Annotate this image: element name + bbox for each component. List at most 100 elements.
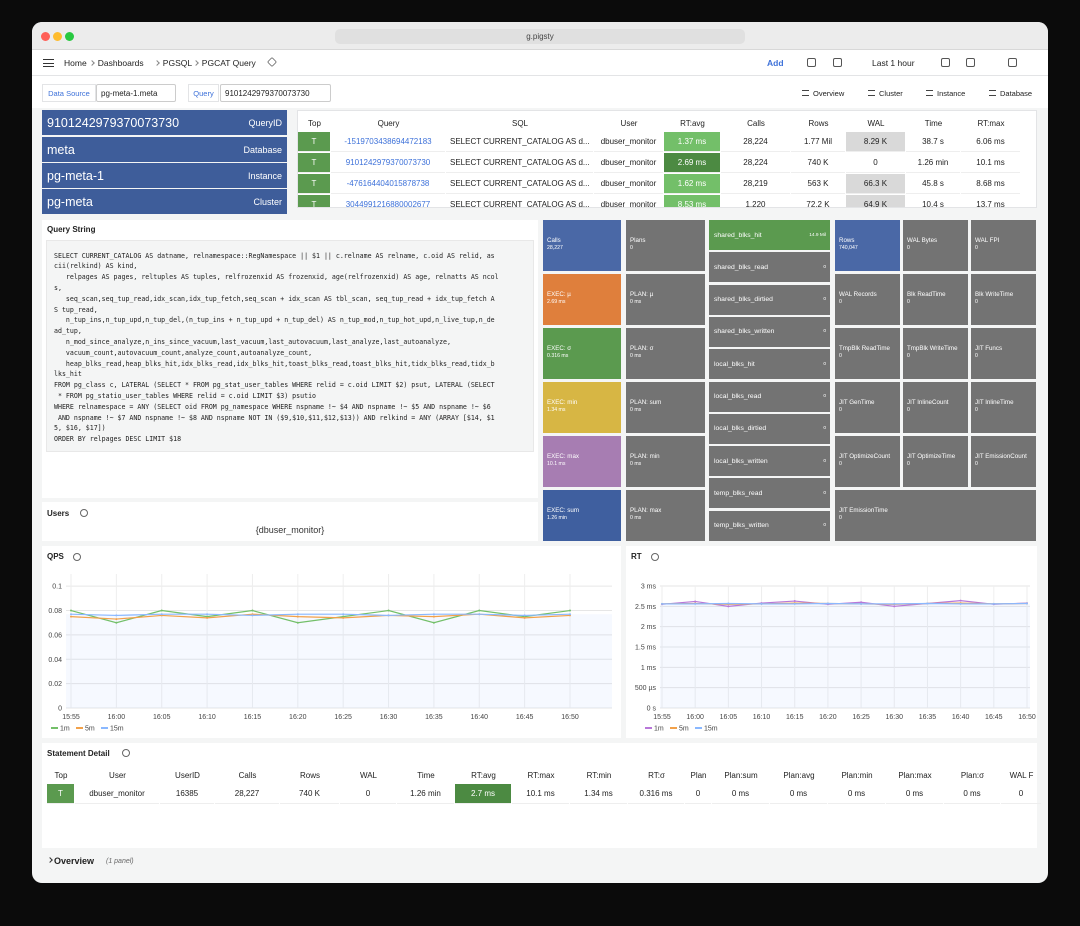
tile-label: JIT EmissionCount xyxy=(975,453,1027,461)
variable-select[interactable]: 9101242979370073730 xyxy=(220,84,331,102)
variable-select[interactable]: pg-meta-1.meta xyxy=(96,84,176,102)
table-cell: 1.77 Mil xyxy=(791,132,845,152)
table-cell: 28,227 xyxy=(215,784,279,804)
stat-label: Database xyxy=(243,144,282,155)
table-cell[interactable]: 3044991216880002677 xyxy=(331,195,445,207)
info-icon[interactable] xyxy=(651,553,659,561)
info-icon[interactable] xyxy=(122,749,130,757)
table-cell: 8.53 ms xyxy=(664,195,720,207)
table-header[interactable]: RT:avg xyxy=(471,770,496,780)
zoom-out-icon[interactable] xyxy=(941,58,950,67)
table-header[interactable]: User xyxy=(620,118,638,128)
tile-label: EXEC: min xyxy=(547,399,578,407)
table-cell[interactable]: -1519703438694472183 xyxy=(331,132,445,152)
table-header[interactable]: WAL xyxy=(359,770,378,780)
tile-label: shared_blks_dirtied xyxy=(714,296,773,304)
row-title[interactable]: Overview xyxy=(54,856,95,866)
tv-mode-icon[interactable] xyxy=(1008,58,1017,67)
breadcrumb-item[interactable]: PGCAT Query xyxy=(201,58,256,68)
dashboard-link[interactable]: Cluster xyxy=(879,88,903,98)
metric-tile: EXEC: σ 0.316 ms xyxy=(543,328,621,379)
tile-label: TmpBlk WriteTime xyxy=(907,345,958,353)
dashboard-link[interactable]: Instance xyxy=(937,88,966,98)
table-cell: 38.7 s xyxy=(906,132,960,152)
tile-label: Blk ReadTime xyxy=(907,291,946,299)
link-icon xyxy=(868,90,875,96)
table-header[interactable]: Plan:σ xyxy=(960,770,985,780)
tile-value: 0 xyxy=(630,245,633,252)
table-cell: dbuser_monitor xyxy=(594,132,663,152)
code-line: SELECT CURRENT_CATALOG AS datname, relna… xyxy=(54,251,495,260)
breadcrumb-item[interactable]: Home xyxy=(64,58,87,68)
tile-label: JIT InlineCount xyxy=(907,399,949,407)
table-header[interactable]: RT:max xyxy=(527,770,555,780)
info-icon[interactable] xyxy=(73,553,81,561)
dashboard-link[interactable]: Overview xyxy=(813,88,845,98)
table-cell[interactable]: -476164404015878738 xyxy=(331,174,445,194)
table-header[interactable]: Calls xyxy=(238,770,257,780)
table-header[interactable]: Rows xyxy=(299,770,320,780)
table-cell: 66.3 K xyxy=(846,174,905,194)
table-cell: SELECT CURRENT_CATALOG AS d... xyxy=(446,153,593,173)
table-header[interactable]: Plan:sum xyxy=(724,770,758,780)
breadcrumb-item[interactable]: PGSQL xyxy=(162,58,193,68)
table-cell: 0 ms xyxy=(944,784,1000,804)
table-header[interactable]: WAL xyxy=(867,118,885,128)
table-header[interactable]: WAL F xyxy=(1009,770,1034,780)
info-icon[interactable] xyxy=(80,509,88,517)
metric-tile: temp_blks_read 0 xyxy=(709,478,830,509)
table-cell: 0 xyxy=(846,153,905,173)
table-cell: 0 ms xyxy=(886,784,943,804)
refresh-icon[interactable] xyxy=(966,58,975,67)
table-header[interactable]: RT:σ xyxy=(648,770,665,780)
menu-icon[interactable] xyxy=(43,59,54,67)
code-line: ad_tup, xyxy=(54,327,82,336)
table-header[interactable]: User xyxy=(109,770,126,780)
breadcrumb-item[interactable]: Dashboards xyxy=(97,58,144,68)
table-cell[interactable]: 9101242979370073730 xyxy=(331,153,445,173)
tile-label: Plans xyxy=(630,237,646,245)
table-header[interactable]: Top xyxy=(54,770,68,780)
table-header[interactable]: Time xyxy=(924,118,943,128)
tile-value: 0 xyxy=(907,407,910,414)
minimize-button[interactable] xyxy=(53,32,62,41)
table-header[interactable]: Top xyxy=(308,118,321,128)
table-header[interactable]: Plan:min xyxy=(841,770,873,780)
metric-tile: JIT OptimizeTime 0 xyxy=(903,436,968,487)
metric-tile: local_blks_read 0 xyxy=(709,381,830,412)
url-bar[interactable]: g.pigsty xyxy=(335,29,745,44)
row-note: (1 panel) xyxy=(106,857,134,865)
zoom-button[interactable] xyxy=(65,32,74,41)
add-button[interactable]: Add xyxy=(767,58,784,68)
table-header[interactable]: RT:max xyxy=(977,118,1005,128)
table-header[interactable]: SQL xyxy=(511,118,528,128)
table-cell: 0 xyxy=(1001,784,1041,804)
menu-icon-mid xyxy=(43,62,54,64)
time-picker[interactable]: Last 1 hour xyxy=(872,58,915,68)
table-cell: 8.68 ms xyxy=(961,174,1020,194)
table-cell: 45.8 s xyxy=(906,174,960,194)
table-cell: 28,224 xyxy=(721,153,790,173)
chart-panel: QPS xyxy=(42,546,621,738)
panel-title: RT xyxy=(631,551,642,561)
table-header[interactable]: Plan:max xyxy=(898,770,932,780)
table-header[interactable]: Time xyxy=(417,770,435,780)
table-header[interactable]: Query xyxy=(377,118,400,128)
code-line: 5, $16, $17]) xyxy=(54,424,106,433)
table-header[interactable]: Plan xyxy=(690,770,707,780)
panel-title: Statement Detail xyxy=(47,748,110,758)
tile-label: PLAN: σ xyxy=(630,345,654,353)
dashboard-link[interactable]: Database xyxy=(1000,88,1033,98)
tile-label: JIT InlineTime xyxy=(975,399,1014,407)
tile-label: PLAN: sum xyxy=(630,399,662,407)
table-header[interactable]: RT:avg xyxy=(680,118,705,128)
table-header[interactable]: UserID xyxy=(175,770,200,780)
table-header[interactable]: Plan:avg xyxy=(783,770,815,780)
table-header[interactable]: Calls xyxy=(747,118,765,128)
tile-label: shared_blks_written xyxy=(714,328,775,336)
settings-icon[interactable] xyxy=(833,58,842,67)
save-icon[interactable] xyxy=(807,58,816,67)
table-header[interactable]: Rows xyxy=(808,118,829,128)
table-header[interactable]: RT:min xyxy=(586,770,612,780)
close-button[interactable] xyxy=(41,32,50,41)
